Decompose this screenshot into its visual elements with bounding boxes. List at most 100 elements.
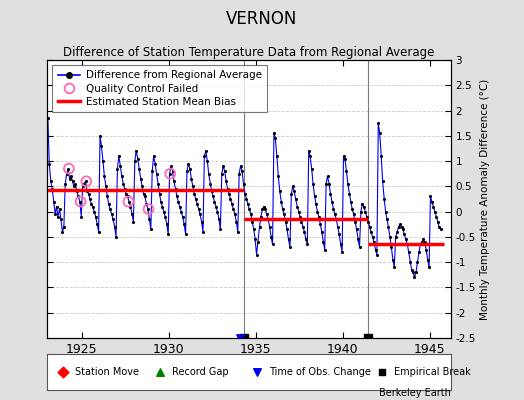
Point <box>48 186 57 192</box>
Point <box>427 193 435 200</box>
Point <box>297 218 305 225</box>
Point <box>134 155 142 162</box>
Point <box>129 218 138 225</box>
Point <box>255 224 264 230</box>
Point <box>100 173 108 180</box>
Point <box>251 236 259 243</box>
Point <box>82 178 91 184</box>
Point <box>74 193 82 200</box>
Point <box>216 226 225 232</box>
Text: VERNON: VERNON <box>226 10 298 28</box>
Point <box>157 198 165 205</box>
Point <box>61 181 70 187</box>
Point <box>51 211 59 217</box>
Point <box>296 214 304 220</box>
Point <box>231 211 239 217</box>
Point <box>344 181 352 187</box>
Point <box>119 181 127 187</box>
Point <box>306 153 314 159</box>
Point <box>229 206 237 212</box>
Text: Empirical Break: Empirical Break <box>394 367 471 377</box>
Point <box>193 201 201 207</box>
Point <box>144 206 152 212</box>
Point <box>199 229 207 235</box>
Point <box>321 246 329 253</box>
Point <box>381 208 390 215</box>
Point <box>202 148 210 154</box>
Point <box>68 178 77 184</box>
Point <box>174 198 182 205</box>
Point <box>303 241 312 248</box>
Point <box>66 176 74 182</box>
Point <box>116 163 125 169</box>
Point <box>355 244 364 250</box>
Point <box>419 236 428 243</box>
Point <box>52 203 61 210</box>
Point <box>198 218 206 225</box>
Point <box>325 181 333 187</box>
Point <box>410 274 419 280</box>
Point <box>390 264 398 270</box>
Point <box>433 218 442 225</box>
Text: Berkeley Earth: Berkeley Earth <box>379 388 451 398</box>
Point <box>326 191 335 197</box>
Point <box>64 166 72 172</box>
Point <box>235 170 243 177</box>
Point <box>248 218 256 225</box>
Point <box>378 178 387 184</box>
Point <box>87 201 95 207</box>
Point <box>342 168 351 174</box>
Point <box>184 160 192 167</box>
Point <box>313 208 322 215</box>
Point <box>164 231 172 238</box>
Point <box>132 148 140 154</box>
Point <box>71 181 80 187</box>
Point <box>260 203 268 210</box>
Point <box>329 206 337 212</box>
Point <box>241 191 249 197</box>
Point <box>70 183 78 190</box>
Point <box>166 170 174 177</box>
Point <box>281 218 290 225</box>
Point <box>348 206 356 212</box>
Point <box>249 226 258 232</box>
Point <box>232 218 241 225</box>
Point <box>173 193 181 200</box>
Point <box>234 229 242 235</box>
Point <box>361 208 369 215</box>
Point <box>162 221 171 228</box>
Point <box>397 224 406 230</box>
Point <box>395 224 403 230</box>
Point <box>393 229 401 235</box>
Text: Record Gap: Record Gap <box>172 367 229 377</box>
Point <box>92 214 100 220</box>
Point <box>354 236 362 243</box>
Point <box>155 191 163 197</box>
Point <box>138 183 146 190</box>
Point <box>212 203 220 210</box>
Point <box>340 153 348 159</box>
Point <box>204 170 213 177</box>
Point <box>208 188 216 195</box>
Point <box>332 216 341 222</box>
Point <box>335 231 343 238</box>
Point <box>210 198 219 205</box>
Point <box>254 239 262 245</box>
Point <box>346 198 355 205</box>
Point <box>334 224 342 230</box>
Point <box>413 259 422 265</box>
Point <box>406 259 414 265</box>
Point <box>217 170 226 177</box>
Point <box>287 191 296 197</box>
Point <box>363 214 371 220</box>
Point <box>400 231 409 238</box>
Point <box>322 181 330 187</box>
Point <box>386 234 394 240</box>
Point <box>387 244 396 250</box>
Title: Difference of Station Temperature Data from Regional Average: Difference of Station Temperature Data f… <box>63 46 434 59</box>
Point <box>258 206 267 212</box>
Point <box>314 214 323 220</box>
Point <box>422 246 430 253</box>
Point <box>416 241 424 248</box>
Point <box>75 198 84 205</box>
